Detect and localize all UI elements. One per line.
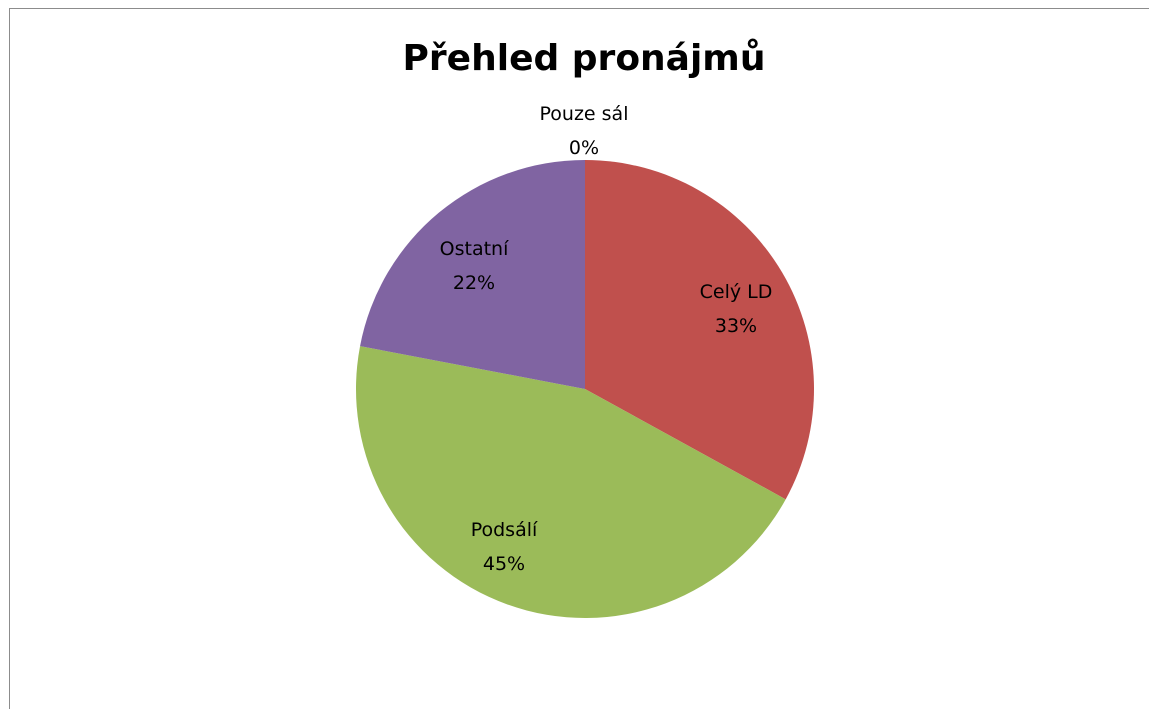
data-label-name: Podsálí — [471, 519, 538, 541]
chart-title: Přehled pronájmů — [402, 38, 766, 79]
data-label-name: Pouze sál — [540, 103, 629, 125]
data-label-cel-ld: Celý LD 33% — [700, 281, 773, 337]
data-label-value: 22% — [453, 272, 495, 294]
pie-chart: Celý LD 33% Podsálí 45% Ostatní 22% Pouze sál 0… — [355, 103, 814, 619]
pie-slice-ostatn — [360, 160, 585, 389]
data-label-value: 33% — [715, 315, 757, 337]
data-label-ostatn: Ostatní 22% — [440, 238, 509, 294]
data-label-name: Celý LD — [700, 281, 773, 303]
pie-slices — [355, 160, 814, 619]
pie-slice-pods-l — [355, 346, 786, 619]
pie-slice-cel-ld — [585, 160, 814, 500]
data-label-value: 45% — [483, 553, 525, 575]
pie-labels: Celý LD 33% Podsálí 45% Ostatní 22% Pouze sál 0… — [440, 103, 773, 575]
data-label-name: Ostatní — [440, 238, 509, 260]
data-label-pods-l: Podsálí 45% — [471, 519, 538, 575]
data-label-pouze-s-l: Pouze sál 0% — [540, 103, 629, 159]
data-label-value: 0% — [569, 137, 599, 159]
